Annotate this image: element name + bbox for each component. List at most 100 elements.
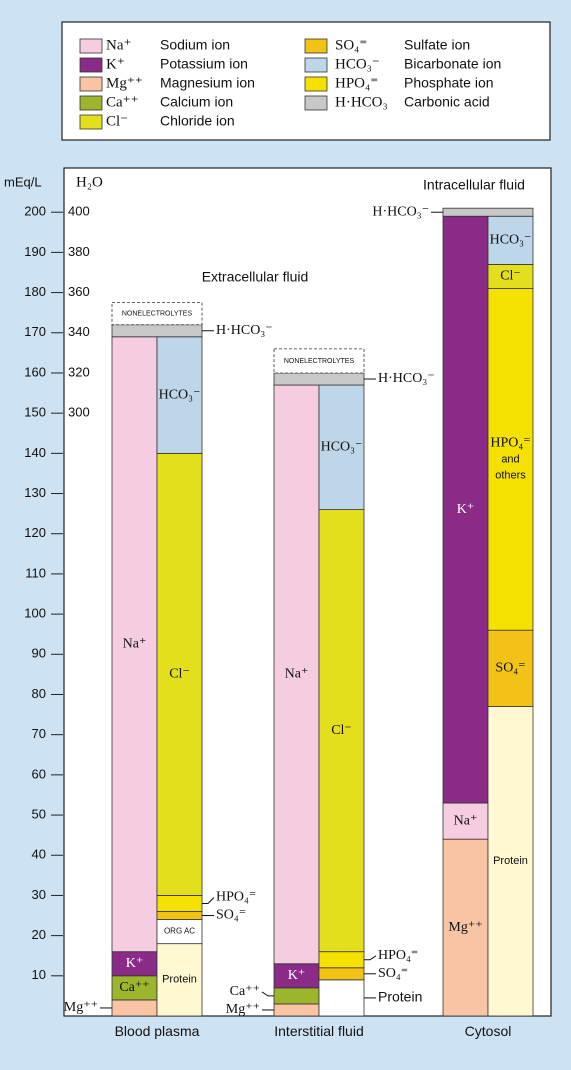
- bar-segment: [156, 911, 203, 920]
- legend-label: Carbonic acid: [404, 94, 490, 110]
- segment-label: K⁺: [457, 502, 475, 517]
- segment-label: HCO₃⁻: [159, 387, 201, 402]
- legend-symbol: Na⁺: [106, 37, 131, 53]
- y-tick-label: 50: [32, 806, 46, 821]
- y-tick-label: 10: [32, 967, 46, 982]
- y-tick-label: 190: [24, 244, 46, 259]
- y-tick-label: 110: [25, 565, 46, 580]
- callout-line: [202, 897, 215, 904]
- legend-swatch: [79, 114, 103, 130]
- legend-label: Magnesium ion: [160, 75, 255, 91]
- bar-segment: [156, 452, 203, 896]
- legend-swatch: [79, 95, 103, 111]
- bar-segment: [273, 372, 365, 386]
- legend-swatch: [304, 95, 328, 111]
- legend-swatch: [304, 76, 328, 92]
- segment-label: SO₄⁼: [495, 661, 525, 676]
- segment-label: Cl⁻: [169, 667, 190, 682]
- bar-segment: [156, 336, 203, 454]
- y-tick-label: 80: [32, 686, 46, 701]
- annotation: Intracellular fluid: [423, 177, 525, 193]
- legend-label: Bicarbonate ion: [404, 56, 501, 72]
- segment-label: Cl⁻: [331, 723, 352, 738]
- segment-label: K⁺: [288, 968, 306, 983]
- bar-segment: [273, 348, 365, 374]
- y2-tick-label: 300: [68, 405, 90, 420]
- legend-symbol: HPO₄⁼: [335, 75, 378, 91]
- y2-tick-label: 360: [68, 284, 90, 299]
- y-tick-label: 90: [32, 646, 46, 661]
- annotation: Extracellular fluid: [202, 269, 309, 285]
- bar-segment: [156, 943, 203, 1017]
- callout-label: Mg⁺⁺: [64, 1000, 98, 1015]
- legend-label: Sodium ion: [160, 37, 230, 53]
- y-axis-title: mEq/L: [4, 174, 42, 189]
- segment-label: Ca⁺⁺: [119, 980, 149, 995]
- bar-segment: [111, 324, 203, 338]
- bar-segment: [442, 207, 534, 217]
- legend-symbol: Cl⁻: [106, 113, 128, 129]
- legend-swatch: [304, 57, 328, 73]
- x-tick-label: Cytosol: [464, 1023, 512, 1039]
- callout-label: H·HCO₃⁻: [378, 371, 435, 386]
- y-tick-label: 150: [24, 405, 46, 420]
- y2-tick-label: 380: [68, 244, 90, 259]
- y-tick-label: 140: [24, 445, 46, 460]
- legend-symbol: HCO₃⁻: [335, 56, 380, 72]
- legend-swatch: [304, 38, 328, 54]
- callout-label: Mg⁺⁺: [226, 1002, 260, 1017]
- segment-label: Protein: [493, 855, 528, 867]
- bar-segment: [442, 215, 489, 804]
- segment-label: Na⁺: [454, 813, 478, 828]
- bar-segment: [111, 336, 158, 953]
- callout-label: HPO₄⁼: [216, 890, 256, 905]
- bar-segment: [442, 838, 489, 1017]
- x-tick-label: Blood plasma: [114, 1023, 200, 1039]
- y2-tick-label: 400: [68, 204, 90, 219]
- bar-segment: [156, 895, 203, 912]
- y-tick-label: 20: [32, 927, 46, 942]
- segment-label: NONELECTROLYTES: [122, 311, 193, 318]
- legend-label: Calcium ion: [160, 94, 233, 110]
- bar-segment: [111, 999, 158, 1017]
- y2-tick-label: 340: [68, 324, 90, 339]
- y2-axis-title: H₂O: [76, 174, 103, 190]
- callout-label: HPO₄⁼: [378, 948, 418, 963]
- segment-label: Protein: [162, 974, 197, 986]
- legend-label: Potassium ion: [160, 56, 248, 72]
- bar-segment: [318, 951, 365, 969]
- callout-line: [261, 991, 274, 997]
- segment-label: ORG AC: [164, 927, 195, 936]
- y-tick-label: 60: [32, 766, 46, 781]
- legend-swatch: [79, 76, 103, 92]
- callout-label: H·HCO₃⁻: [372, 204, 429, 219]
- y-tick-label: 130: [24, 485, 46, 500]
- legend-symbol: Mg⁺⁺: [106, 75, 143, 91]
- y-tick-label: 70: [32, 726, 46, 741]
- bar-segment: [487, 629, 534, 707]
- bar-segment: [318, 509, 365, 953]
- legend-swatch: [79, 38, 103, 54]
- y-tick-label: 40: [32, 847, 46, 862]
- bar-segment: [487, 706, 534, 1017]
- segment-label: NONELECTROLYTES: [284, 358, 355, 365]
- segment-label: HCO₃⁻: [490, 233, 532, 248]
- segment-label: Cl⁻: [500, 269, 521, 284]
- legend-symbol: SO₄⁼: [335, 37, 367, 53]
- legend-label: Chloride ion: [160, 113, 235, 129]
- legend-symbol: H·HCO₃: [335, 94, 388, 110]
- callout-line: [364, 955, 377, 961]
- legend-symbol: K⁺: [106, 56, 125, 72]
- y-tick-label: 180: [24, 284, 46, 299]
- legend-swatch: [79, 57, 103, 73]
- bar-segment: [487, 264, 534, 289]
- segment-label: K⁺: [126, 956, 144, 971]
- legend-label: Phosphate ion: [404, 75, 494, 91]
- bar-segment: [318, 967, 365, 981]
- legend-label: Sulfate ion: [404, 37, 470, 53]
- callout-label: Protein: [378, 989, 422, 1005]
- bar-segment: [487, 288, 534, 631]
- bar-segment: [442, 802, 489, 840]
